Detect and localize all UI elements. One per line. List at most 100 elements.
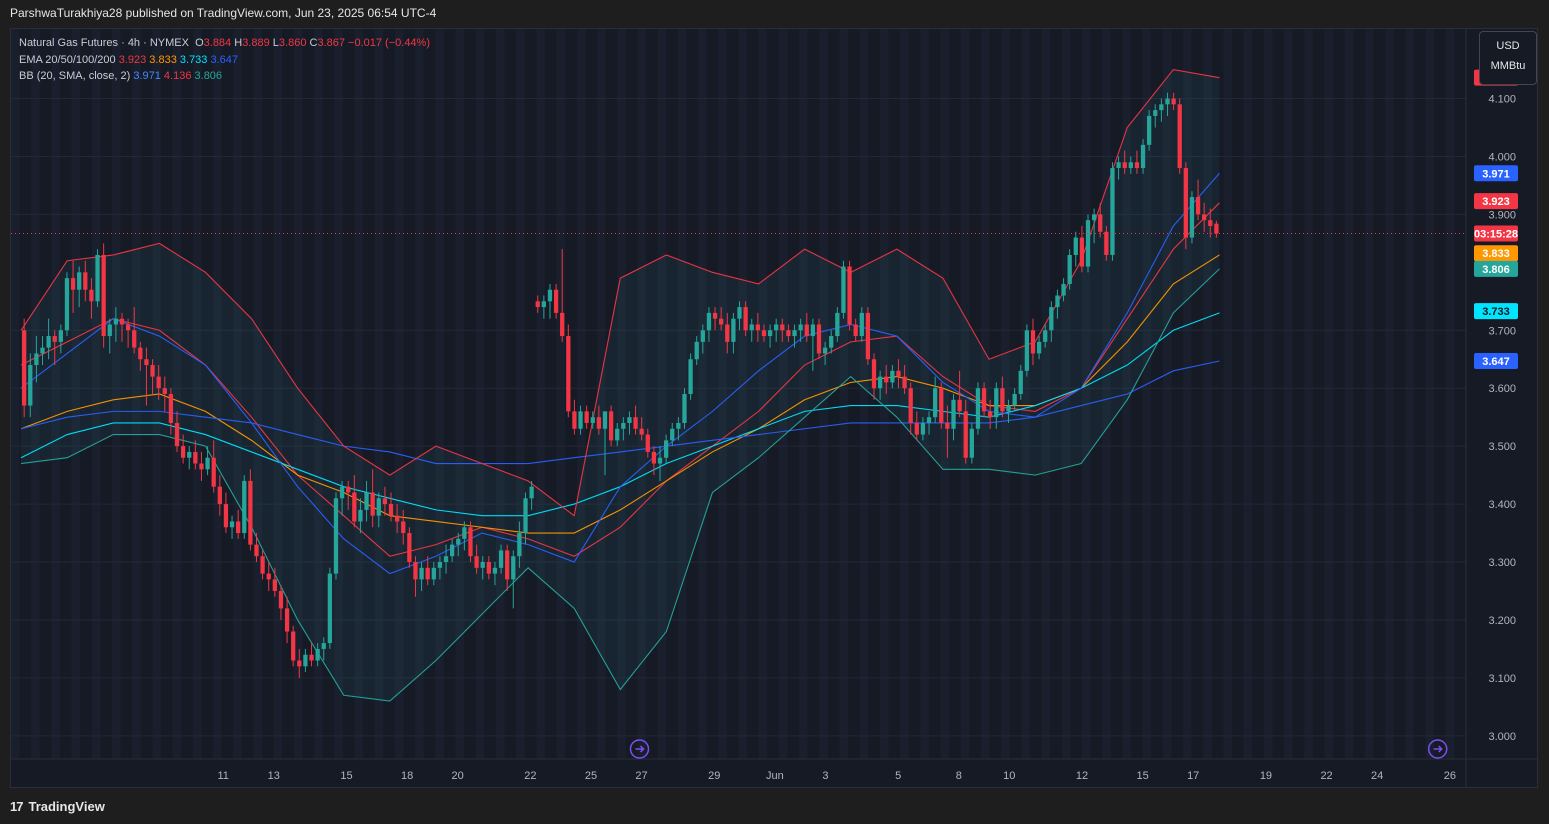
candle-body — [199, 463, 204, 470]
session-shade — [839, 29, 849, 759]
session-shade — [1203, 29, 1212, 759]
bb-upper-value: 4.136 — [163, 70, 192, 82]
candle-body — [346, 486, 351, 493]
candle-body — [988, 411, 993, 418]
session-shade — [455, 29, 465, 759]
candle-body — [260, 556, 265, 574]
candle-body — [174, 422, 180, 447]
tradingview-brand[interactable]: 17 TradingView — [10, 799, 105, 814]
session-shade — [1385, 29, 1394, 759]
candle-body — [1030, 330, 1036, 354]
session-shade — [71, 29, 81, 759]
candle-body — [1061, 283, 1066, 296]
candle-body — [480, 562, 485, 568]
candle-body — [645, 434, 650, 452]
series-line-ema-50 — [20, 254, 1220, 534]
candle-body — [77, 272, 82, 290]
candle-body — [578, 411, 583, 429]
x-tick-label: Jun — [766, 770, 784, 782]
candle-body — [682, 394, 687, 423]
candle-body — [676, 422, 681, 429]
session-shade — [698, 29, 707, 759]
candle-body — [535, 301, 540, 308]
candle-body — [688, 359, 693, 394]
session-shade — [758, 29, 768, 759]
price-badge — [1474, 245, 1518, 262]
session-shade — [536, 29, 545, 759]
open-value: 3.884 — [203, 37, 232, 49]
candle-body — [1104, 231, 1109, 255]
candle-body — [511, 556, 516, 580]
candle-body — [492, 567, 498, 574]
price-badge-label: 3.806 — [1482, 264, 1510, 276]
price-badge-label: 3.923 — [1482, 196, 1510, 208]
chart-frame[interactable]: 4.100 4.000 3.900 3.700 3.600 3.500 3.400 3.300… — [10, 28, 1538, 788]
session-shade — [960, 29, 970, 759]
x-tick-label: 8 — [956, 770, 962, 782]
x-tick-label: 26 — [1444, 770, 1456, 782]
candle-body — [939, 388, 944, 423]
session-shade — [657, 29, 667, 759]
bb-mid-value: 3.971 — [133, 70, 161, 82]
candle-body — [896, 370, 901, 377]
candle-body — [46, 336, 51, 348]
symbol-label[interactable]: Natural Gas Futures · 4h · NYMEX — [19, 37, 189, 49]
candle-body — [1067, 254, 1072, 284]
candle-body — [419, 567, 424, 580]
candle-body — [651, 451, 657, 464]
bb-row[interactable]: BB (20, SMA, close, 2) 3.971 4.136 3.806 — [19, 68, 430, 85]
candle-body — [211, 457, 216, 487]
candle-body — [743, 307, 748, 331]
price-chart[interactable]: 4.100 4.000 3.900 3.700 3.600 3.500 3.400 3.300… — [11, 29, 1537, 787]
candle-body — [994, 388, 999, 418]
candle-body — [1091, 214, 1097, 221]
candle-body — [339, 486, 345, 499]
currency-unit-button[interactable]: USD MMBtu — [1479, 31, 1537, 85]
candle-body — [780, 324, 785, 331]
candle-body — [774, 324, 779, 331]
session-shade — [435, 29, 444, 759]
candle-body — [639, 428, 644, 435]
candle-body — [584, 411, 589, 423]
session-shade — [1445, 29, 1455, 759]
session-shade — [1183, 29, 1192, 759]
candle-body — [364, 492, 369, 510]
candle-body — [64, 278, 70, 331]
candle-body — [1195, 197, 1201, 215]
candle-body — [413, 562, 418, 580]
chart-legend: Natural Gas Futures · 4h · NYMEX O3.884 … — [19, 35, 430, 85]
session-shade — [354, 29, 364, 759]
session-shade — [738, 29, 747, 759]
session-shade — [576, 29, 586, 759]
y-tick-label: 4.100 — [1488, 94, 1516, 106]
x-tick-label: 19 — [1260, 770, 1272, 782]
candle-body — [486, 562, 491, 574]
candle-body — [517, 533, 522, 557]
session-shade — [334, 29, 343, 759]
session-shade — [415, 29, 424, 759]
candle-body — [1208, 220, 1213, 226]
candle-body — [107, 324, 112, 337]
candle-body — [602, 411, 608, 429]
candle-body — [663, 440, 669, 458]
session-shade — [374, 29, 384, 759]
candle-body — [168, 394, 174, 423]
x-tick-label: 12 — [1076, 770, 1088, 782]
session-shade — [1324, 29, 1334, 759]
candle-body — [798, 324, 803, 331]
candle-body — [761, 330, 767, 337]
candle-body — [1043, 330, 1048, 342]
candle-body — [847, 266, 852, 325]
candle-body — [963, 411, 968, 458]
session-shade — [91, 29, 101, 759]
candle-body — [969, 428, 974, 458]
x-tick-label: 10 — [1003, 770, 1015, 782]
candle-body — [822, 347, 828, 354]
ema-row[interactable]: EMA 20/50/100/200 3.923 3.833 3.733 3.64… — [19, 52, 430, 69]
candle-body — [553, 289, 559, 313]
x-tick-label: 24 — [1371, 770, 1383, 782]
candle-body — [1147, 115, 1152, 145]
y-tick-label: 3.500 — [1488, 441, 1516, 453]
candle-body — [529, 486, 534, 499]
session-shade — [718, 29, 727, 759]
